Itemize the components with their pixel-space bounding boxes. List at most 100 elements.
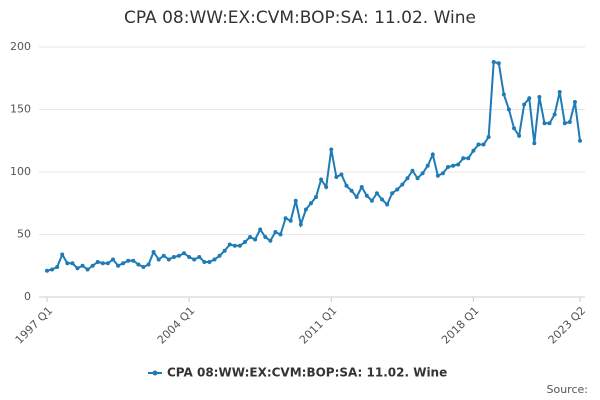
data-point <box>227 242 232 247</box>
data-point <box>70 261 75 266</box>
data-point <box>197 255 202 259</box>
data-point <box>298 222 303 227</box>
data-point <box>425 163 430 168</box>
data-point <box>461 156 466 161</box>
data-point <box>364 193 369 198</box>
data-point <box>232 243 237 248</box>
data-point <box>319 177 324 182</box>
data-point <box>50 267 55 272</box>
data-point <box>248 235 253 239</box>
data-point <box>202 260 207 264</box>
data-point <box>171 255 176 259</box>
data-point <box>374 191 379 196</box>
data-point <box>354 195 359 199</box>
data-point <box>512 126 517 131</box>
data-point <box>273 230 278 234</box>
data-point <box>380 197 385 202</box>
chart-title: CPA 08:WW:EX:CVM:BOP:SA: 11.02. Wine <box>124 8 476 28</box>
data-point <box>476 142 481 147</box>
data-point <box>156 257 161 262</box>
data-point <box>212 257 217 262</box>
data-point <box>471 148 476 153</box>
data-point <box>288 218 293 223</box>
data-point <box>430 152 435 157</box>
data-point <box>55 265 60 269</box>
data-point <box>105 261 110 266</box>
y-tick-label: 50 <box>17 228 31 241</box>
data-point <box>293 198 298 203</box>
data-point <box>572 100 577 104</box>
y-tick-label: 100 <box>10 165 31 178</box>
data-point <box>456 162 461 167</box>
data-point <box>237 243 242 248</box>
data-point <box>75 266 80 271</box>
data-point <box>100 261 105 266</box>
data-point <box>562 121 567 126</box>
data-point <box>435 173 440 178</box>
data-point <box>410 168 415 173</box>
data-point <box>187 255 192 259</box>
data-point <box>547 121 552 126</box>
data-point <box>110 257 115 262</box>
data-point <box>90 263 95 268</box>
data-point <box>278 232 283 237</box>
data-point <box>527 96 532 101</box>
data-point <box>207 260 212 264</box>
data-point <box>116 263 121 268</box>
data-point <box>532 141 537 146</box>
data-point <box>390 191 395 196</box>
data-point <box>481 142 486 147</box>
data-point <box>192 257 197 262</box>
data-point <box>314 195 319 199</box>
data-point <box>136 262 141 267</box>
x-tick-label: 2023 Q2 <box>546 304 589 347</box>
data-point <box>557 90 562 94</box>
data-point <box>501 92 506 97</box>
data-point <box>131 258 136 263</box>
data-point <box>420 171 425 176</box>
data-point <box>176 253 181 258</box>
legend-label: CPA 08:WW:EX:CVM:BOP:SA: 11.02. Wine <box>167 366 447 380</box>
data-point <box>405 176 410 181</box>
y-tick-label: 200 <box>10 40 31 53</box>
data-point <box>400 182 405 187</box>
data-point <box>85 267 90 272</box>
data-point <box>339 172 344 177</box>
data-point <box>95 260 100 264</box>
data-point <box>60 252 65 257</box>
x-tick-label: 2011 Q1 <box>297 304 340 347</box>
data-point <box>258 227 263 232</box>
data-point <box>126 258 131 263</box>
data-point <box>496 61 501 66</box>
data-point <box>385 202 390 207</box>
data-point <box>253 237 258 242</box>
data-point <box>80 263 85 268</box>
data-point <box>222 248 227 253</box>
data-point <box>522 102 527 107</box>
data-point <box>182 251 187 256</box>
data-line <box>46 60 581 272</box>
y-tick-label: 150 <box>10 103 31 116</box>
data-point <box>440 171 445 176</box>
data-point <box>121 261 126 266</box>
data-point <box>65 261 70 266</box>
data-point <box>349 188 354 193</box>
data-point <box>161 253 166 258</box>
data-point <box>486 135 491 139</box>
data-point <box>506 107 511 112</box>
data-point <box>151 250 156 254</box>
data-point <box>567 120 572 124</box>
data-point <box>303 207 308 212</box>
data-point <box>308 201 313 206</box>
data-point <box>242 240 247 244</box>
x-tick-label: 2004 Q1 <box>155 304 198 347</box>
data-point <box>415 176 420 181</box>
data-point <box>263 235 268 239</box>
data-point <box>491 60 496 64</box>
data-point <box>552 112 557 117</box>
data-point <box>283 216 288 221</box>
source-label: Source: <box>547 383 589 396</box>
data-point <box>578 138 582 143</box>
data-point <box>542 121 547 126</box>
data-point <box>45 268 49 273</box>
